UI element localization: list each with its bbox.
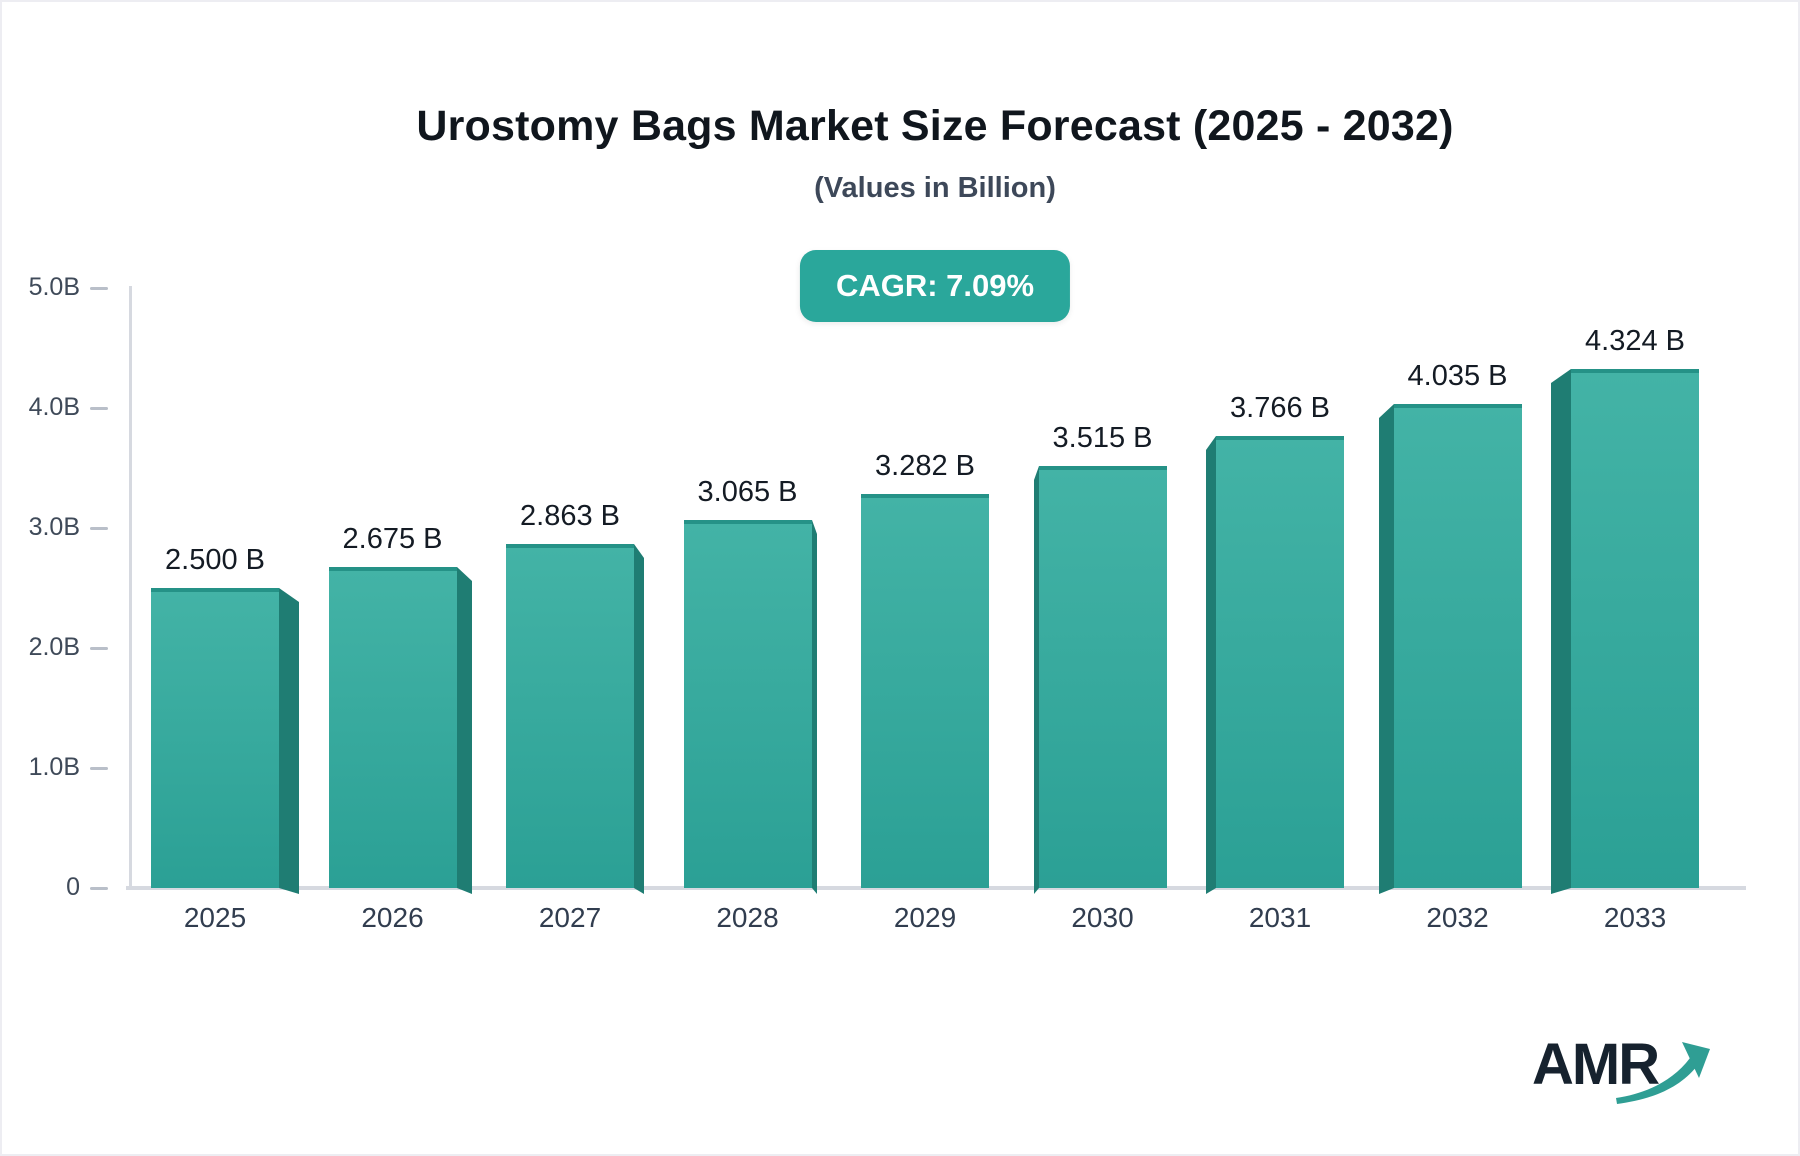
chart-title: Urostomy Bags Market Size Forecast (2025… bbox=[416, 102, 1454, 150]
ytick-label-5.0B: 5.0B bbox=[28, 273, 80, 301]
ytick-dash bbox=[90, 887, 108, 890]
bar-2031 bbox=[1216, 436, 1344, 888]
x-tick-label-2028: 2028 bbox=[716, 902, 779, 933]
ytick-label-2.0B: 2.0B bbox=[28, 633, 80, 661]
x-tick-label-2029: 2029 bbox=[893, 902, 957, 933]
bar-value-label-2029: 3.282 B bbox=[875, 450, 975, 482]
bar-side-face-2033 bbox=[1551, 369, 1571, 894]
ytick-label-1.0B: 1.0B bbox=[28, 753, 80, 781]
bar-value-label-2033: 4.324 B bbox=[1585, 325, 1685, 357]
bar-side-face-2031 bbox=[1206, 436, 1216, 894]
bar-2033 bbox=[1571, 369, 1699, 888]
x-tick-label-2025: 2025 bbox=[183, 902, 247, 933]
bar-value-label-2028: 3.065 B bbox=[697, 476, 798, 508]
bar-2027 bbox=[506, 544, 634, 888]
ytick-dash bbox=[90, 407, 108, 410]
ytick-label-4.0B: 4.0B bbox=[28, 393, 80, 421]
bar-2026 bbox=[329, 567, 457, 888]
x-tick-label-2032: 2032 bbox=[1426, 902, 1489, 933]
bar-side-face-2028 bbox=[812, 520, 817, 894]
x-tick-label-2030: 2030 bbox=[1071, 902, 1134, 933]
bar-value-label-2032: 4.035 B bbox=[1407, 360, 1508, 392]
bar-2025 bbox=[151, 588, 279, 888]
ytick-dash bbox=[90, 287, 108, 290]
bar-side-face-2026 bbox=[457, 567, 472, 894]
cagr-badge: CAGR: 7.09% bbox=[799, 250, 1071, 322]
bar-value-label-2027: 2.863 B bbox=[520, 500, 620, 532]
bar-side-face-2027 bbox=[634, 544, 644, 894]
bar-side-face-2032 bbox=[1379, 404, 1394, 894]
bar-value-label-2026: 2.675 B bbox=[342, 523, 443, 555]
y-axis-line bbox=[129, 286, 132, 890]
ytick-dash bbox=[90, 647, 108, 650]
amr-logo: AMR bbox=[1532, 1034, 1722, 1114]
bar-side-face-2030 bbox=[1034, 466, 1039, 894]
x-tick-label-2031: 2031 bbox=[1248, 902, 1312, 933]
x-tick-label-2033: 2033 bbox=[1603, 902, 1667, 933]
bar-value-label-2030: 3.515 B bbox=[1052, 422, 1153, 454]
bar-2029 bbox=[861, 494, 989, 888]
bar-2028 bbox=[684, 520, 812, 888]
x-axis-line bbox=[126, 886, 1746, 890]
ytick-dash bbox=[90, 527, 108, 530]
x-tick-label-2027: 2027 bbox=[538, 902, 602, 933]
bar-value-label-2025: 2.500 B bbox=[165, 544, 265, 576]
bar-value-label-2031: 3.766 B bbox=[1230, 392, 1330, 424]
growth-arrow-icon bbox=[1616, 1042, 1710, 1104]
bar-2030 bbox=[1039, 466, 1167, 888]
bar-2032 bbox=[1394, 404, 1522, 888]
ytick-label-0: 0 bbox=[66, 873, 80, 901]
ytick-dash bbox=[90, 767, 108, 770]
ytick-label-3.0B: 3.0B bbox=[28, 513, 80, 541]
chart-subtitle: (Values in Billion) bbox=[814, 172, 1056, 204]
logo-text: AMR bbox=[1532, 1032, 1660, 1097]
x-tick-label-2026: 2026 bbox=[361, 902, 424, 933]
bar-side-face-2025 bbox=[279, 588, 299, 894]
